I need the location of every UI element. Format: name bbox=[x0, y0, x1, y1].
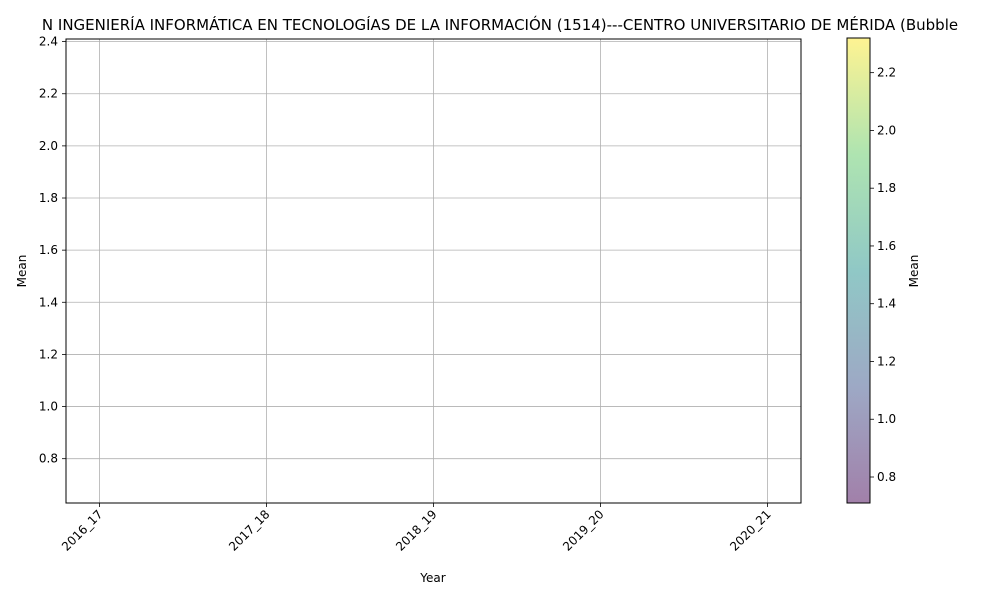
x-tick-label: 2020_21 bbox=[727, 507, 774, 554]
x-tick-label: 2017_18 bbox=[226, 507, 273, 554]
x-tick-label: 2016_17 bbox=[59, 507, 106, 554]
x-tick-label: 2019_20 bbox=[560, 507, 607, 554]
chart-title: N INGENIERÍA INFORMÁTICA EN TECNOLOGÍAS … bbox=[42, 15, 958, 34]
colorbar-tick-label: 2.2 bbox=[877, 66, 896, 80]
colorbar-tick-label: 2.0 bbox=[877, 123, 896, 137]
y-tick-label: 1.4 bbox=[39, 295, 58, 309]
colorbar-tick-label: 1.0 bbox=[877, 412, 896, 426]
y-axis-label: Mean bbox=[15, 255, 29, 288]
x-tick-label: 2018_19 bbox=[393, 507, 440, 554]
colorbar-tick-label: 1.8 bbox=[877, 181, 896, 195]
y-tick-label: 2.4 bbox=[39, 35, 58, 49]
x-axis-ticks: 2016_17 2017_18 2018_19 2019_20 2020_21 bbox=[59, 503, 774, 554]
grid bbox=[66, 39, 801, 503]
y-tick-label: 2.2 bbox=[39, 87, 58, 101]
y-tick-label: 1.6 bbox=[39, 243, 58, 257]
y-tick-label: 1.8 bbox=[39, 191, 58, 205]
colorbar-tick-label: 1.6 bbox=[877, 239, 896, 253]
colorbar-tick-label: 0.8 bbox=[877, 470, 896, 484]
x-axis-label: Year bbox=[419, 571, 445, 585]
y-tick-label: 0.8 bbox=[39, 452, 58, 466]
colorbar: 0.8 1.0 1.2 1.4 1.6 1.8 2.0 2.2 Mean bbox=[846, 37, 921, 504]
y-tick-label: 2.0 bbox=[39, 139, 58, 153]
colorbar-tick-label: 1.4 bbox=[877, 297, 896, 311]
colorbar-tick-label: 1.2 bbox=[877, 354, 896, 368]
colorbar-label: Mean bbox=[907, 255, 921, 288]
y-tick-label: 1.0 bbox=[39, 400, 58, 414]
colorbar-gradient bbox=[846, 37, 871, 504]
y-tick-label: 1.2 bbox=[39, 347, 58, 361]
y-axis-ticks: 0.8 1.0 1.2 1.4 1.6 1.8 2.0 2.2 2.4 bbox=[39, 35, 66, 466]
colorbar-ticks: 0.8 1.0 1.2 1.4 1.6 1.8 2.0 2.2 bbox=[870, 66, 896, 484]
